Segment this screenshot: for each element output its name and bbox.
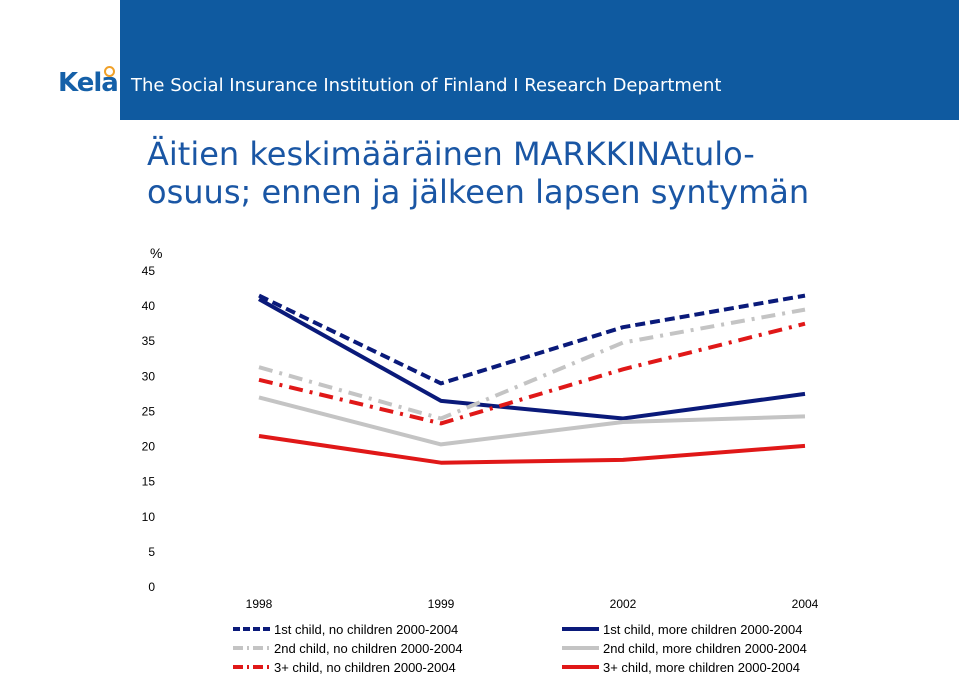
logo-area: Kela bbox=[0, 0, 120, 120]
x-tick-label-2004: 2004 bbox=[792, 597, 819, 611]
y-tick-label-30: 30 bbox=[142, 369, 156, 383]
y-tick-label-20: 20 bbox=[142, 440, 156, 454]
y-tick-label-10: 10 bbox=[142, 510, 156, 524]
legend-label-1: 1st child, no children 2000-2004 bbox=[274, 622, 458, 637]
series-lines bbox=[258, 293, 806, 465]
y-tick-label-40: 40 bbox=[142, 299, 156, 313]
header-banner: Kela The Social Insurance Institution of… bbox=[0, 0, 959, 120]
y-tick-label-25: 25 bbox=[142, 404, 156, 418]
series-line-3 bbox=[258, 307, 806, 421]
y-tick-label-15: 15 bbox=[142, 475, 156, 489]
legend: 1st child, no children 2000-2004 1st chil… bbox=[233, 622, 807, 675]
series-line-4 bbox=[258, 395, 806, 447]
x-tick-label-2002: 2002 bbox=[610, 597, 637, 611]
title-line-2: osuus; ennen ja jälkeen lapsen syntymän bbox=[147, 173, 810, 211]
y-tick-label-35: 35 bbox=[142, 334, 156, 348]
legend-label-5: 3+ child, no children 2000-2004 bbox=[274, 660, 456, 675]
x-tick-label-1999: 1999 bbox=[428, 597, 455, 611]
legend-label-6: 3+ child, more children 2000-2004 bbox=[603, 660, 800, 675]
chart-title: Äitien keskimääräinen MARKKINAtulo- osuu… bbox=[147, 135, 927, 211]
line-chart: % 0 5 10 15 20 25 30 35 40 45 1998 1999 2002 2004 1s… bbox=[142, 245, 819, 675]
series-line-5 bbox=[258, 321, 806, 426]
series-line-1 bbox=[258, 293, 806, 386]
x-tick-label-1998: 1998 bbox=[246, 597, 273, 611]
y-tick-label-5: 5 bbox=[148, 545, 155, 559]
y-tick-label-0: 0 bbox=[148, 580, 155, 594]
header-band bbox=[120, 0, 959, 120]
legend-label-3: 2nd child, no children 2000-2004 bbox=[274, 641, 463, 656]
series-line-6 bbox=[258, 434, 806, 465]
y-tick-label-45: 45 bbox=[142, 264, 156, 278]
series-line-2 bbox=[258, 297, 806, 421]
title-line-1: Äitien keskimääräinen MARKKINAtulo- bbox=[147, 135, 755, 173]
y-axis-unit: % bbox=[150, 245, 162, 261]
x-axis-ticks: 1998 1999 2002 2004 bbox=[246, 597, 819, 611]
y-axis-ticks: 0 5 10 15 20 25 30 35 40 45 bbox=[142, 264, 156, 594]
organization-name: The Social Insurance Institution of Finl… bbox=[131, 75, 722, 96]
legend-label-4: 2nd child, more children 2000-2004 bbox=[603, 641, 807, 656]
logo-accent-icon bbox=[104, 66, 115, 77]
legend-label-2: 1st child, more children 2000-2004 bbox=[603, 622, 802, 637]
